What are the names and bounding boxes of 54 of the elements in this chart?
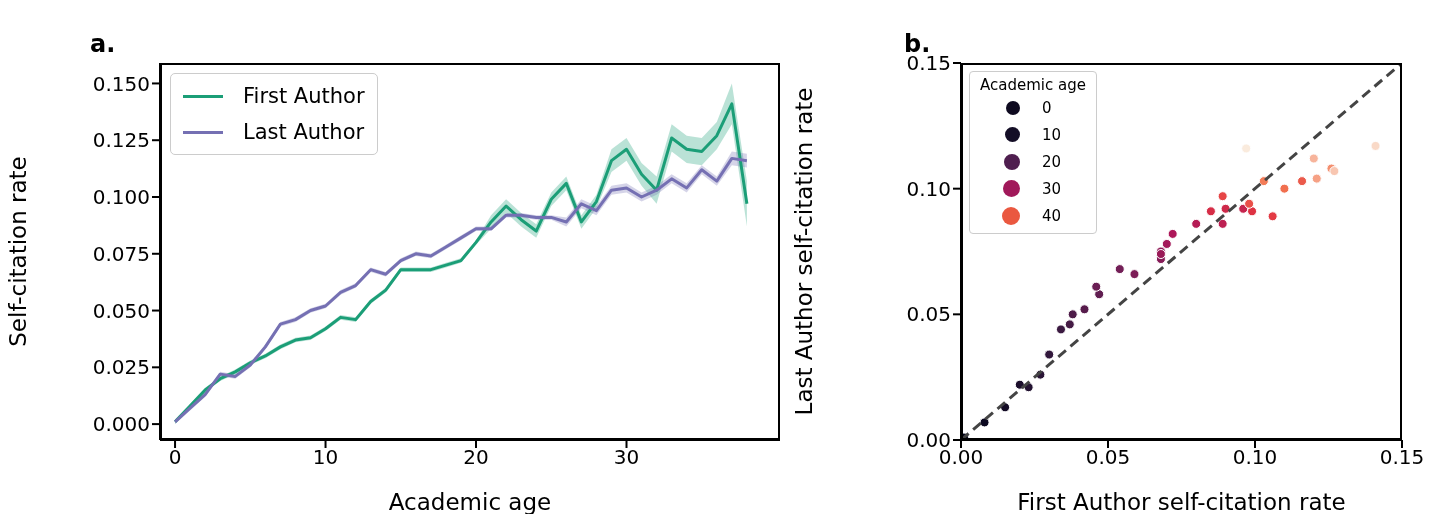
- legend-label: First Author: [243, 84, 365, 108]
- y-tick-label: 0.025: [92, 355, 150, 380]
- point: [979, 417, 990, 428]
- x-tick-label: 10: [312, 445, 339, 470]
- legend-label: 40: [1042, 206, 1062, 225]
- x-tick-label: 30: [613, 445, 640, 470]
- point: [1217, 218, 1228, 229]
- legend-label: 10: [1042, 125, 1062, 144]
- x-tick-label: 0.10: [1232, 445, 1278, 470]
- legend-label: 30: [1042, 179, 1062, 198]
- point: [1191, 218, 1202, 229]
- point: [1205, 206, 1216, 217]
- y-tick-label: 0.10: [906, 176, 951, 201]
- point: [1114, 264, 1125, 275]
- legend-label: 0: [1042, 98, 1052, 117]
- y-tick-label: 0.05: [906, 302, 951, 327]
- point: [1091, 281, 1102, 292]
- legend-label: 20: [1042, 152, 1062, 171]
- point: [1044, 349, 1055, 360]
- x-tick-label: 0: [168, 445, 182, 470]
- x-tick-label: 0.05: [1085, 445, 1131, 470]
- point: [1370, 140, 1381, 151]
- point: [1308, 153, 1319, 164]
- y-tick-label: 0.100: [92, 185, 150, 210]
- point: [1244, 198, 1255, 209]
- x-axis-title: Academic age: [388, 489, 552, 515]
- x-tick-label: 0.15: [1379, 445, 1425, 470]
- point: [1167, 228, 1178, 239]
- point: [1064, 319, 1075, 330]
- point: [1055, 324, 1066, 335]
- x-tick-label: 20: [463, 445, 489, 470]
- y-axis-title: Last Author self-citation rate: [791, 87, 818, 416]
- legend-title: Academic age: [980, 76, 1086, 94]
- point: [1279, 183, 1290, 194]
- y-axis-title: Self-citation rate: [5, 156, 32, 347]
- point: [1267, 211, 1278, 222]
- y-tick-label: 0.150: [92, 71, 150, 96]
- point: [1079, 304, 1090, 315]
- point: [1297, 176, 1308, 187]
- y-tick-label: 0.050: [92, 298, 150, 323]
- y-tick-label: 0.15: [906, 51, 951, 76]
- point: [1067, 309, 1078, 320]
- point: [1217, 191, 1228, 202]
- y-tick-label: 0.125: [92, 128, 150, 153]
- point: [1161, 238, 1172, 249]
- legend-label: Last Author: [243, 120, 365, 144]
- x-axis-title: First Author self-citation rate: [1017, 489, 1346, 515]
- chart-title: a.: [90, 30, 116, 58]
- point: [1220, 203, 1231, 214]
- point: [1247, 206, 1258, 217]
- point: [1241, 143, 1252, 154]
- y-tick-label: 0.075: [92, 241, 150, 266]
- y-tick-label: 0.000: [92, 412, 150, 437]
- point: [1129, 269, 1140, 280]
